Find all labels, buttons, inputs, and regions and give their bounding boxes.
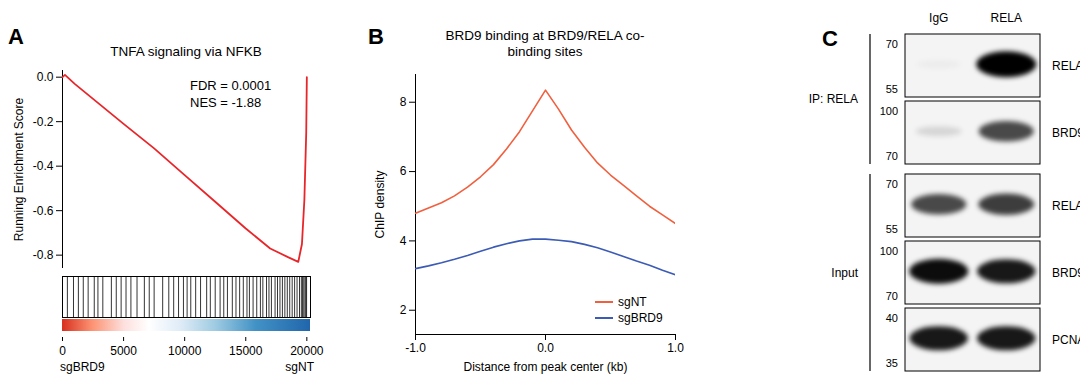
svg-text:RELA: RELA [1052,199,1080,213]
svg-text:70: 70 [886,290,898,302]
html-text:FDR = 0.0001: FDR = 0.0001 [190,78,272,93]
svg-text:100: 100 [880,105,898,117]
svg-text:70: 70 [886,150,898,162]
svg-text:35: 35 [886,357,898,369]
svg-text:20000: 20000 [290,344,324,357]
svg-text:-0.2: -0.2 [33,115,54,129]
svg-text:1.0: 1.0 [667,341,684,355]
svg-text:55: 55 [886,223,898,235]
html-text:sgBRD9: sgBRD9 [618,311,663,325]
svg-text:IP: RELA: IP: RELA [809,92,858,106]
svg-text:0: 0 [59,344,66,357]
svg-text:10000: 10000 [168,344,202,357]
svg-text:Input: Input [831,266,858,280]
svg-text:IgG: IgG [929,11,948,25]
svg-text:C: C [822,26,838,51]
html-text:NES = -1.88: NES = -1.88 [190,95,262,110]
html-text:sgNT: sgNT [618,295,647,309]
svg-text:70: 70 [886,178,898,190]
svg-text:-0.6: -0.6 [33,203,54,217]
svg-text:ChIP density: ChIP density [373,171,387,239]
svg-text:8: 8 [400,95,407,109]
svg-text:-0.4: -0.4 [33,159,54,173]
html-text:TNFA signaling via NFKB: TNFA signaling via NFKB [110,44,262,59]
svg-text:BRD9: BRD9 [1052,126,1080,140]
svg-text:70: 70 [886,38,898,50]
svg-text:6: 6 [400,164,407,178]
html-text:sgBRD9: sgBRD9 [60,360,105,374]
svg-text:BRD9: BRD9 [1052,266,1080,280]
svg-text:4: 4 [400,234,407,248]
svg-text:-0.8: -0.8 [33,248,54,262]
html-text:B: B [368,24,384,49]
svg-text:2: 2 [400,303,407,317]
svg-text:5000: 5000 [110,344,137,357]
svg-text:0.0: 0.0 [537,341,554,355]
svg-text:0.0: 0.0 [37,70,54,84]
html-text:sgNT: sgNT [285,360,314,374]
svg-text:40: 40 [886,312,898,324]
svg-text:100: 100 [880,245,898,257]
svg-text:RELA: RELA [991,11,1022,25]
html-text:BRD9 binding at BRD9/RELA co-b: BRD9 binding at BRD9/RELA co-binding sit… [445,28,645,59]
svg-text:PCNA: PCNA [1052,333,1080,347]
svg-text:15000: 15000 [229,344,263,357]
svg-text:Running Enrichment Score: Running Enrichment Score [12,97,26,241]
svg-text:55: 55 [886,83,898,95]
html-text:A: A [8,24,24,49]
svg-text:-1.0: -1.0 [405,341,426,355]
svg-text:Distance from peak center (kb): Distance from peak center (kb) [463,360,627,374]
svg-text:RELA: RELA [1052,59,1080,73]
